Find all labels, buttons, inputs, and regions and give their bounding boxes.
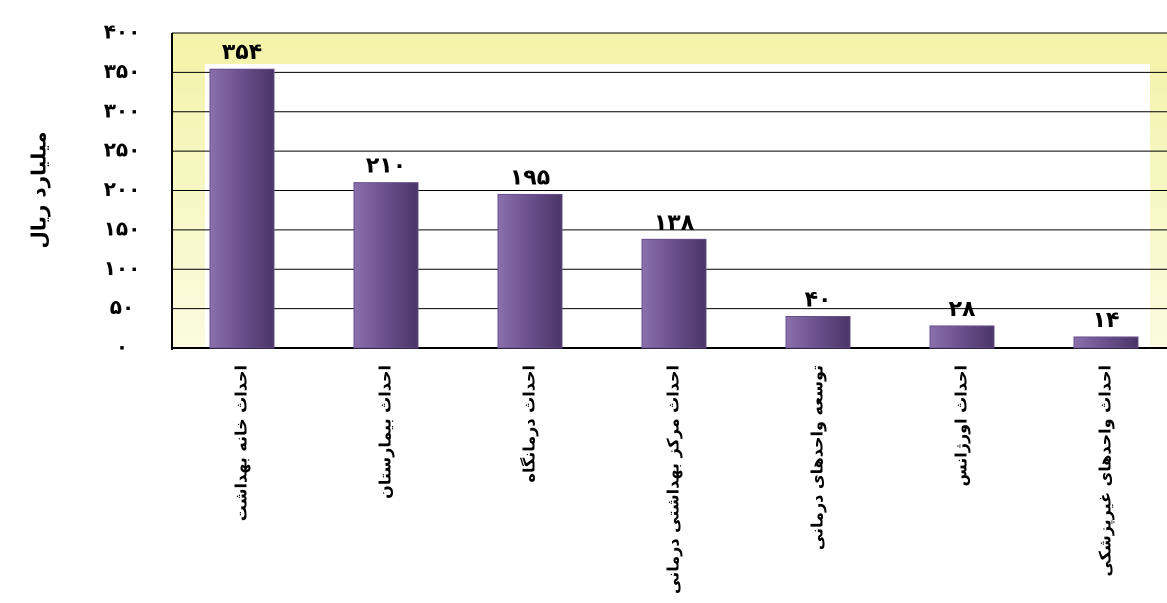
y-tick-label: ۵۰ — [110, 295, 134, 319]
bar — [353, 182, 419, 349]
y-tick-label: ۱۰۰ — [104, 256, 141, 280]
y-axis-label: میلیارد ریال — [27, 131, 51, 248]
value-label: ۱۳۸ — [654, 210, 695, 235]
value-label: ۱۹۵ — [510, 165, 550, 190]
x-tick-label: احداث واحدهای غیرپزشکی — [1096, 365, 1116, 577]
bar — [785, 316, 851, 349]
y-tick-label: ۰ — [116, 335, 128, 359]
value-label: ۴۰ — [805, 288, 832, 313]
x-tick-label: احداث درمانگاه — [520, 365, 539, 483]
x-tick-label: توسعه واحدهای درمانی — [808, 365, 827, 550]
value-label: ۱۴ — [1093, 308, 1120, 333]
y-tick-label: ۲۰۰ — [104, 177, 141, 201]
y-tick-label: ۱۵۰ — [104, 216, 141, 240]
bar — [497, 193, 563, 349]
y-tick-label: ۳۰۰ — [104, 98, 141, 122]
bar — [209, 68, 275, 349]
y-tick-label: ۲۵۰ — [104, 138, 141, 162]
bar — [929, 325, 995, 349]
x-tick-label: احداث اورژانس — [952, 365, 971, 486]
value-label: ۲۸ — [949, 297, 976, 322]
value-label: ۳۵۴ — [222, 40, 262, 65]
bar — [641, 238, 707, 349]
value-label: ۲۱۰ — [366, 154, 406, 179]
y-tick-label: ۴۰۰ — [104, 20, 141, 44]
bar — [1073, 336, 1139, 349]
x-tick-label: احداث مرکز بهداشتی درمانی — [664, 365, 683, 594]
x-tick-label: احداث بیمارستان — [376, 365, 395, 499]
y-tick-label: ۳۵۰ — [104, 59, 141, 83]
x-tick-label: احداث خانه بهداشت — [232, 365, 251, 521]
